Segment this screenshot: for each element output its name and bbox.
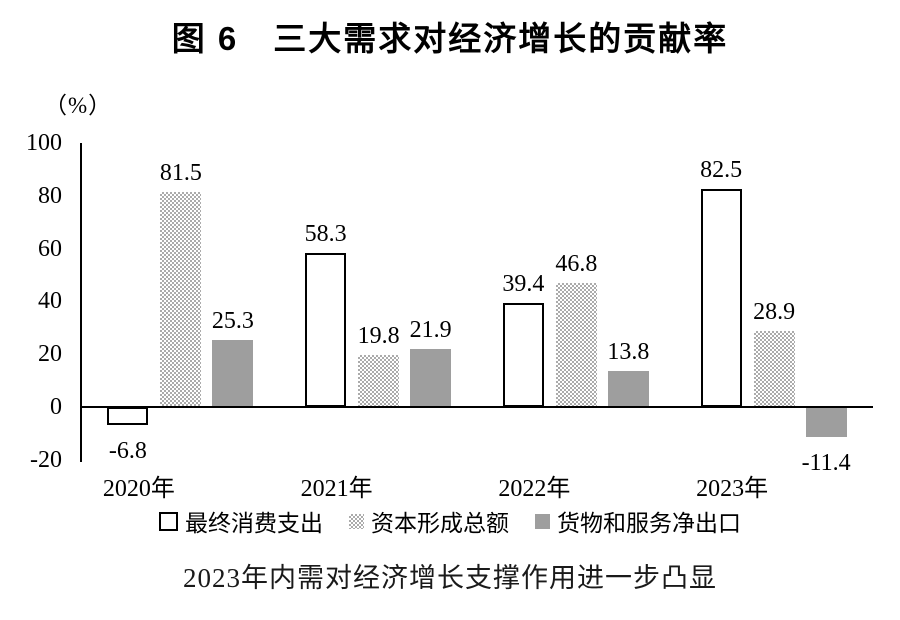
bar-outline [107,407,149,425]
legend-marker-dots-icon [349,513,364,529]
y-axis-tick-label: 80 [38,182,62,209]
legend-item: 最终消费支出 [159,504,323,538]
bar-solid [212,340,254,407]
bar-value-label: 28.9 [753,298,796,325]
bar-dots [753,330,795,407]
bar-value-label: -6.8 [108,437,147,464]
legend-label: 货物和服务净出口 [557,511,741,536]
y-axis-tick-label: -20 [30,446,62,473]
legend-marker-solid-icon [535,513,550,529]
legend-marker-outline-icon [159,511,178,531]
bar-solid [607,370,649,407]
bar-value-label: 25.3 [211,308,254,335]
legend-item: 资本形成总额 [349,504,509,538]
y-axis-tick-label: 40 [38,288,62,315]
legend-item: 货物和服务净出口 [535,504,741,538]
chart-title: 图 6 三大需求对经济增长的贡献率 [171,20,729,57]
y-axis-tick-label: 20 [38,341,62,368]
chart-caption: 2023年内需对经济增长支撑作用进一步凸显 [183,563,717,593]
bar-outline [700,189,742,407]
bar-value-label: 46.8 [555,251,598,278]
bar-value-label: 39.4 [502,270,545,297]
bar-outline [305,252,347,407]
legend: 最终消费支出 资本形成总额 货物和服务净出口 [0,504,900,538]
bar-value-label: 13.8 [607,338,650,365]
x-axis-category-label: 2023年 [696,476,769,502]
y-axis-tick-label: 100 [26,129,62,156]
bar-dots [555,283,597,407]
bar-value-label: -11.4 [801,450,851,477]
x-axis-line [80,406,873,408]
y-axis-line [80,143,82,462]
legend-label: 资本形成总额 [371,511,509,536]
bar-value-label: 19.8 [357,322,400,349]
y-axis-tick-label: 60 [38,235,62,262]
y-axis-tick-label: 0 [50,394,62,420]
x-axis-category-label: 2021年 [300,476,373,502]
legend-label: 最终消费支出 [185,511,323,536]
bar-value-label: 58.3 [304,220,347,247]
bar-solid [410,349,452,407]
bar-value-label: 82.5 [700,157,743,184]
x-axis-category-label: 2022年 [498,476,571,502]
x-axis-category-label: 2020年 [102,476,175,502]
bar-value-label: 81.5 [159,159,202,186]
bar-outline [502,302,544,407]
bar-dots [160,191,202,407]
y-axis-unit-label: （%） [44,93,113,118]
bar-solid [805,407,847,438]
bar-dots [358,354,400,407]
bar-value-label: 21.9 [409,317,452,344]
